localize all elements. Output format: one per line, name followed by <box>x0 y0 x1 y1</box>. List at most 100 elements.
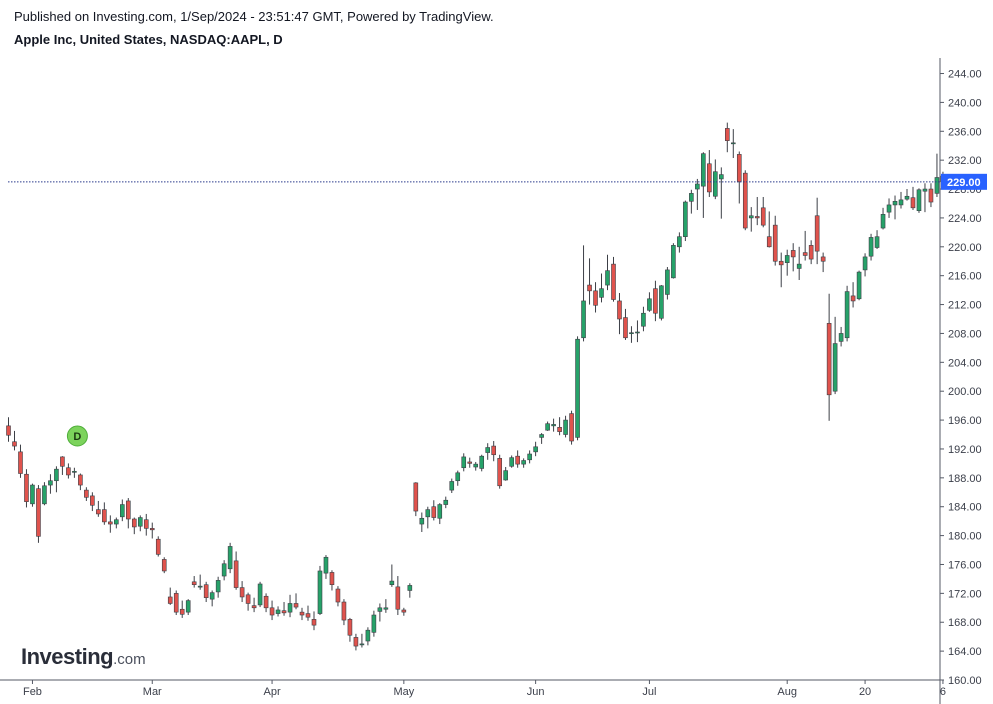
candle-body-up <box>671 245 676 279</box>
candle <box>832 316 838 395</box>
candle-body-up <box>683 201 688 237</box>
candle <box>784 249 790 276</box>
candle <box>557 417 562 436</box>
candle-body-up <box>443 499 449 505</box>
publisher-line: Published on Investing.com, 1/Sep/2024 -… <box>14 9 494 24</box>
y-tick: 244.00 <box>940 69 982 81</box>
candle-body-down <box>281 610 287 614</box>
candle-body-up <box>527 453 532 461</box>
candle <box>281 602 287 616</box>
y-tick: 212.00 <box>940 300 982 312</box>
candle <box>485 443 491 460</box>
candle <box>904 189 910 201</box>
candle <box>155 536 161 557</box>
y-tick-label: 192.00 <box>948 444 982 456</box>
candle <box>96 500 101 517</box>
candle-body-down <box>778 260 784 266</box>
candle-body-down <box>587 284 592 292</box>
candle-body-down <box>126 500 131 520</box>
candle-body-up <box>227 546 233 570</box>
candle-body-down <box>60 456 65 467</box>
candle-body-up <box>575 338 580 438</box>
candle <box>395 576 401 616</box>
candle <box>191 576 197 588</box>
candle <box>287 594 293 618</box>
candle <box>742 170 748 231</box>
candle-body-down <box>814 215 820 252</box>
candle-body-up <box>461 456 467 469</box>
x-tick: Aug <box>777 680 797 698</box>
candle-body-up <box>886 204 892 213</box>
candle-body-down <box>413 482 419 512</box>
candle <box>760 196 766 228</box>
candle <box>299 607 305 621</box>
candle <box>437 503 443 525</box>
y-tick: 196.00 <box>940 415 982 427</box>
y-tick-label: 212.00 <box>948 300 982 312</box>
candle-body-up <box>120 504 125 518</box>
candle-body-up <box>371 614 377 633</box>
candle-body-up <box>257 583 263 606</box>
candle-body-up <box>533 446 538 453</box>
candle-body-down <box>820 256 826 262</box>
y-axis[interactable]: 244.00240.00236.00232.00228.00224.00220.… <box>939 58 982 704</box>
y-tick-label: 204.00 <box>948 357 982 369</box>
candle-body-down <box>149 528 155 531</box>
candle-body-up <box>479 455 485 469</box>
candle-body-down <box>305 613 311 618</box>
dividend-marker-label: D <box>73 431 81 443</box>
candle <box>473 461 479 471</box>
candle <box>892 195 898 220</box>
y-tick-label: 208.00 <box>948 328 982 340</box>
candle-body-up <box>54 468 59 482</box>
candle-body-down <box>102 509 107 523</box>
x-tick: Feb <box>23 680 42 698</box>
candle <box>257 581 263 608</box>
dividend-marker-layer: D <box>66 425 88 447</box>
candle <box>347 617 353 642</box>
candle-body-down <box>18 451 23 474</box>
y-tick: 188.00 <box>940 473 982 485</box>
candle <box>838 326 844 347</box>
candle-body-down <box>653 288 658 314</box>
candle-body-up <box>904 195 910 200</box>
x-axis[interactable]: Feb Mar Apr May Jun Jul Aug 20 6 <box>0 679 946 698</box>
candle <box>455 470 461 486</box>
candle-body-up <box>323 556 329 574</box>
y-tick-label: 184.00 <box>948 502 982 514</box>
y-tick: 160.00 <box>940 675 982 687</box>
candle <box>497 454 502 489</box>
chart-title: Apple Inc, United States, NASDAQ:AAPL, D <box>14 32 283 47</box>
last-price-badge-label: 229.00 <box>947 177 981 189</box>
y-tick: 236.00 <box>940 126 982 138</box>
y-tick: 232.00 <box>940 155 982 167</box>
candle-body-up <box>365 629 371 642</box>
dividend-marker[interactable] <box>66 425 88 447</box>
candle-body-up <box>796 263 802 269</box>
candle-body-down <box>611 263 616 300</box>
y-tick-label: 200.00 <box>948 386 982 398</box>
candle-body-up <box>275 609 281 614</box>
candle <box>18 444 23 478</box>
candle-body-up <box>784 255 790 263</box>
candle-body-up <box>730 142 736 145</box>
candle <box>503 467 508 481</box>
x-tick-label: Jun <box>527 686 545 698</box>
y-tick: 184.00 <box>940 502 982 514</box>
y-tick: 172.00 <box>940 588 982 600</box>
candle-body-up <box>419 517 425 525</box>
candle-body-down <box>173 593 179 613</box>
candle <box>820 252 826 273</box>
candle <box>467 457 473 468</box>
candle <box>269 600 275 621</box>
candle-body-up <box>407 585 413 591</box>
candle-body-up <box>844 291 850 339</box>
candle-body-up <box>389 580 395 585</box>
candle <box>587 258 592 305</box>
candle <box>569 410 574 445</box>
y-tick: 200.00 <box>940 386 982 398</box>
candle <box>431 500 437 521</box>
candle <box>617 293 622 335</box>
candle-body-down <box>233 560 239 588</box>
